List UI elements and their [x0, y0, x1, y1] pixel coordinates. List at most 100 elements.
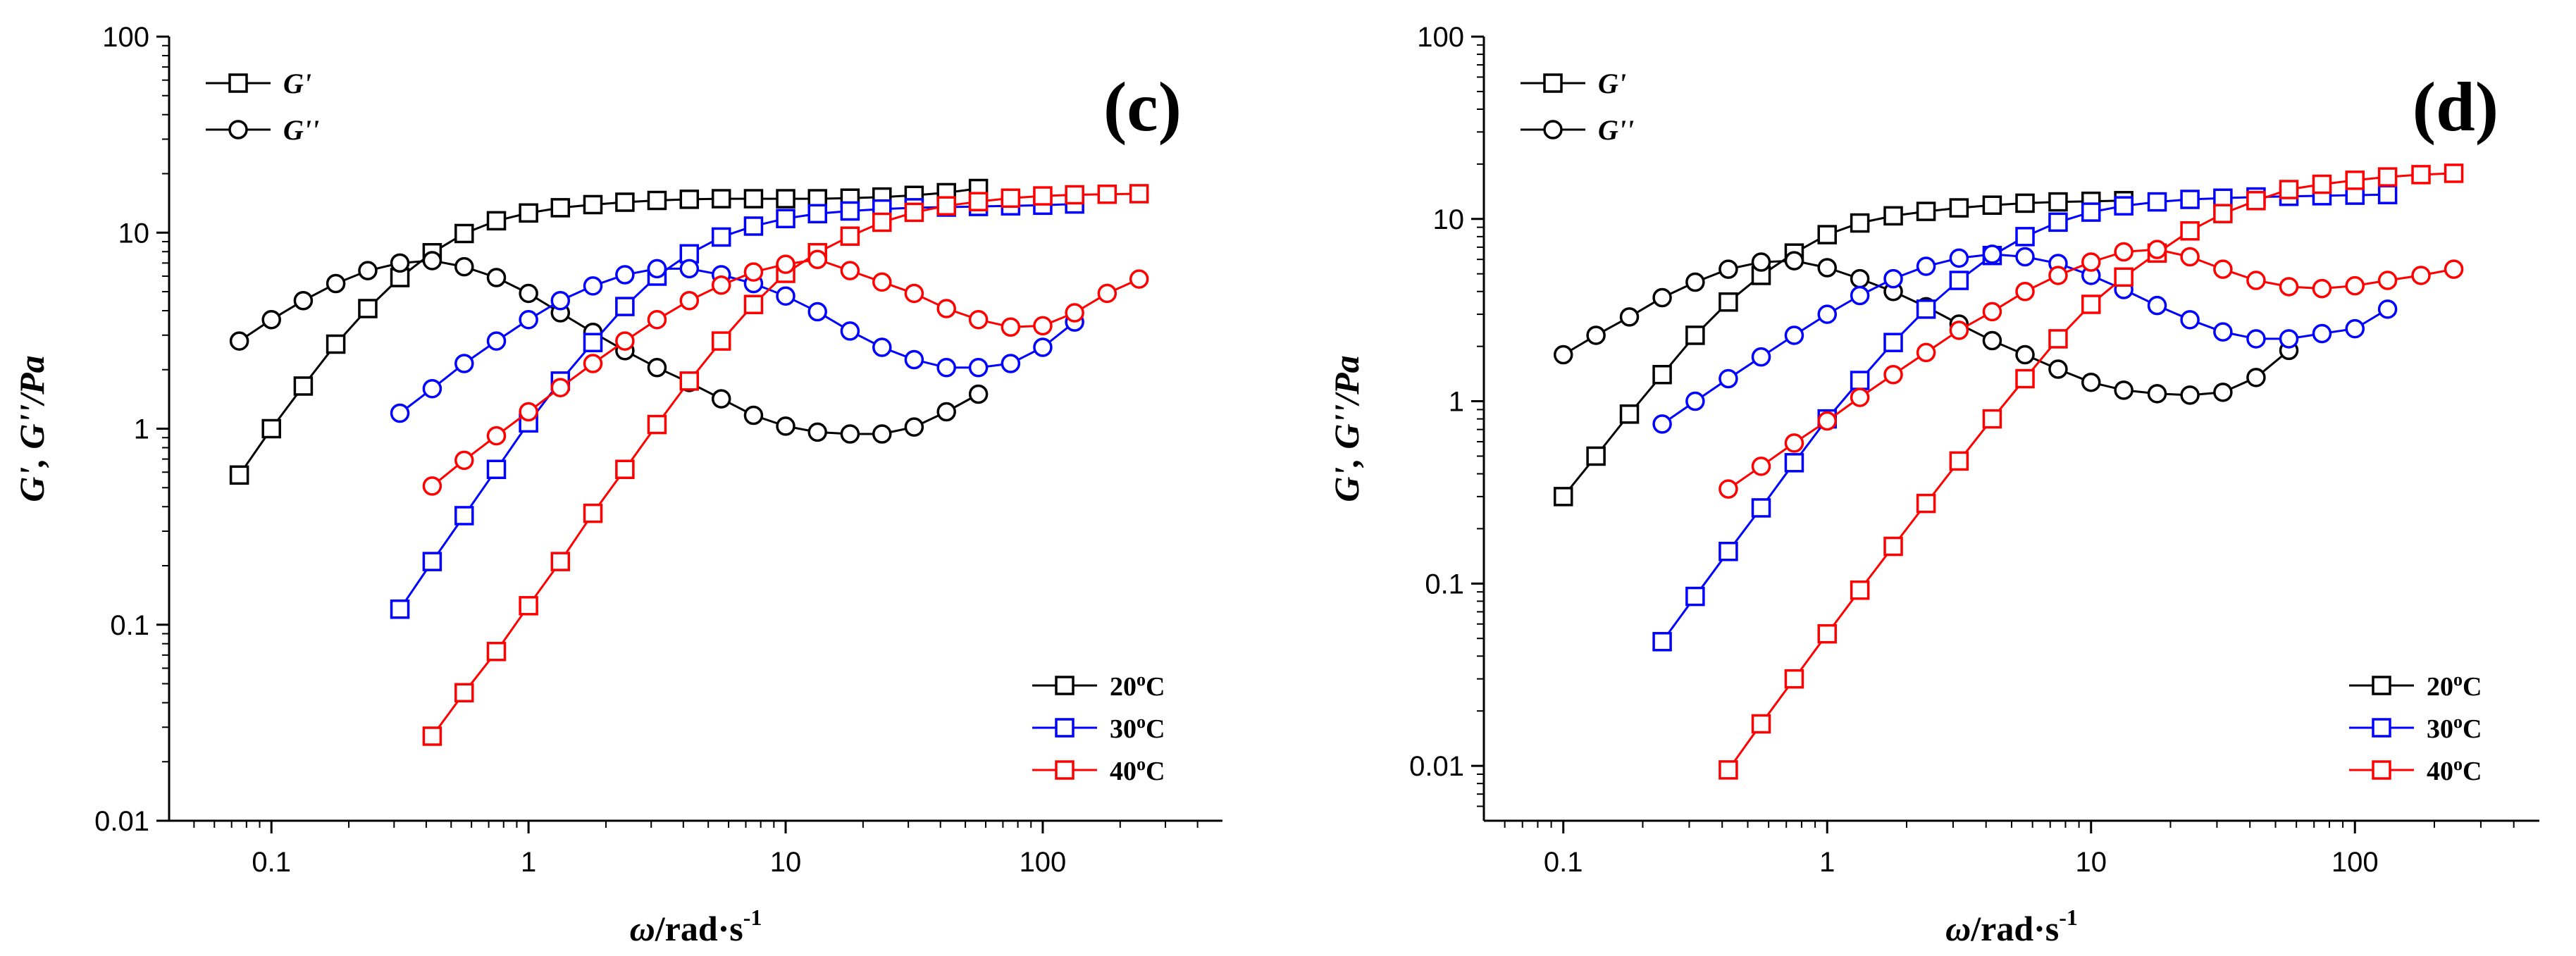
data-point-square — [1883, 536, 1903, 557]
data-point-square — [2015, 368, 2035, 389]
data-point-circle — [2279, 277, 2299, 297]
data-point-square — [1982, 195, 2002, 215]
data-point-circle — [2345, 318, 2365, 339]
legend-temp-label: 30oC — [2427, 712, 2482, 744]
data-point-circle — [583, 276, 603, 296]
data-point-circle — [2213, 259, 2233, 279]
data-point-circle — [1065, 303, 1084, 323]
series-line — [1562, 199, 2124, 497]
x-axis-unit: /rad·s — [1970, 909, 2059, 948]
data-point-circle — [2081, 252, 2101, 272]
data-point-square — [422, 552, 442, 571]
data-point-square — [1850, 371, 1870, 390]
data-point-square — [2213, 204, 2233, 223]
legend-item-g-prime: G' — [206, 68, 311, 99]
temp-unit: C — [2463, 757, 2482, 786]
y-tick-label: 0.01 — [94, 806, 149, 837]
data-point-circle — [1719, 479, 1738, 499]
x-axis-exponent: -1 — [743, 905, 762, 930]
data-point-circle — [2377, 271, 2398, 290]
data-point-square — [1619, 404, 1640, 424]
y-tick-label: 0.01 — [1409, 751, 1464, 782]
data-point-square — [2180, 221, 2200, 241]
data-point-square — [486, 459, 507, 480]
data-point-circle — [1916, 342, 1936, 363]
data-point-circle — [743, 262, 764, 282]
data-point-circle — [1033, 316, 1053, 336]
data-point-circle — [390, 403, 410, 423]
data-point-square — [1817, 225, 1837, 244]
legend-temp-item: 30oC — [2349, 712, 2482, 744]
legend-label: G' — [283, 68, 311, 99]
data-point-circle — [807, 249, 827, 270]
data-point-circle — [486, 426, 507, 446]
temp-value: 40 — [1110, 757, 1137, 786]
data-point-square — [615, 192, 635, 212]
data-point-square — [904, 202, 924, 223]
data-point-circle — [1652, 287, 1672, 308]
data-point-square — [1916, 299, 1936, 319]
data-point-square — [454, 506, 474, 526]
data-point-square — [1751, 714, 1771, 734]
data-point-circle — [1784, 325, 1804, 345]
temp-degree: o — [2453, 712, 2463, 732]
series-4 — [1719, 163, 2464, 780]
data-point-circle — [2180, 247, 2200, 267]
panel-d: 0.1 1 10 100 0.01 0.1 1 10 100 ω/rad·s-1 G', G''/P… — [1327, 22, 2539, 948]
data-point-circle — [1982, 244, 2002, 264]
data-point-square — [1949, 271, 1969, 290]
data-point-square — [840, 226, 860, 246]
data-point-circle — [2147, 384, 2167, 404]
y-tick-label: 100 — [102, 22, 149, 53]
y-tick-label: 10 — [1433, 204, 1465, 235]
data-point-circle — [615, 265, 635, 285]
data-point-square — [358, 299, 378, 318]
data-point-square — [2180, 190, 2200, 209]
data-point-circle — [1784, 251, 1804, 271]
data-point-circle — [968, 309, 989, 330]
data-point-circle — [1949, 321, 1969, 340]
data-point-circle — [2213, 383, 2233, 402]
data-point-square — [390, 599, 410, 619]
data-point-square — [1586, 446, 1606, 466]
legend-circle-marker — [228, 120, 248, 139]
data-point-circle — [293, 290, 314, 311]
data-point-square — [1685, 586, 1705, 607]
x-tick-label: 0.1 — [1544, 847, 1583, 878]
x-axis-symbol: ω — [630, 909, 655, 948]
data-point-circle — [2411, 266, 2431, 285]
data-point-circle — [936, 299, 956, 318]
data-point-circle — [2246, 329, 2266, 349]
data-point-square — [2444, 163, 2464, 183]
data-point-circle — [936, 402, 956, 422]
data-point-circle — [872, 272, 892, 292]
data-point-circle — [1982, 330, 2002, 351]
data-point-circle — [2246, 271, 2266, 290]
legend-square-marker — [2372, 676, 2391, 695]
data-point-square — [1652, 632, 1672, 652]
data-point-circle — [679, 259, 700, 279]
data-point-circle — [936, 358, 956, 378]
y-tick-label: 1 — [1449, 387, 1464, 418]
data-point-circle — [2180, 310, 2200, 330]
data-point-square — [550, 552, 571, 571]
data-point-circle — [486, 331, 507, 351]
data-point-square — [615, 459, 635, 480]
legend-label: G' — [1598, 68, 1626, 99]
data-point-circle — [807, 422, 827, 442]
data-point-circle — [679, 290, 700, 311]
data-point-circle — [711, 389, 731, 409]
data-point-square — [711, 189, 731, 209]
legend-temp-item: 30oC — [1032, 712, 1165, 744]
data-point-circle — [1883, 268, 1903, 289]
data-point-square — [229, 465, 249, 485]
data-point-circle — [647, 259, 667, 279]
data-point-circle — [2015, 344, 2035, 365]
temp-degree: o — [2453, 669, 2463, 690]
data-point-circle — [1784, 433, 1804, 453]
data-point-square — [872, 212, 892, 232]
data-point-circle — [968, 358, 989, 378]
y-tick-label: 100 — [1417, 22, 1464, 53]
data-point-square — [1850, 213, 1870, 233]
data-point-square — [743, 294, 764, 314]
